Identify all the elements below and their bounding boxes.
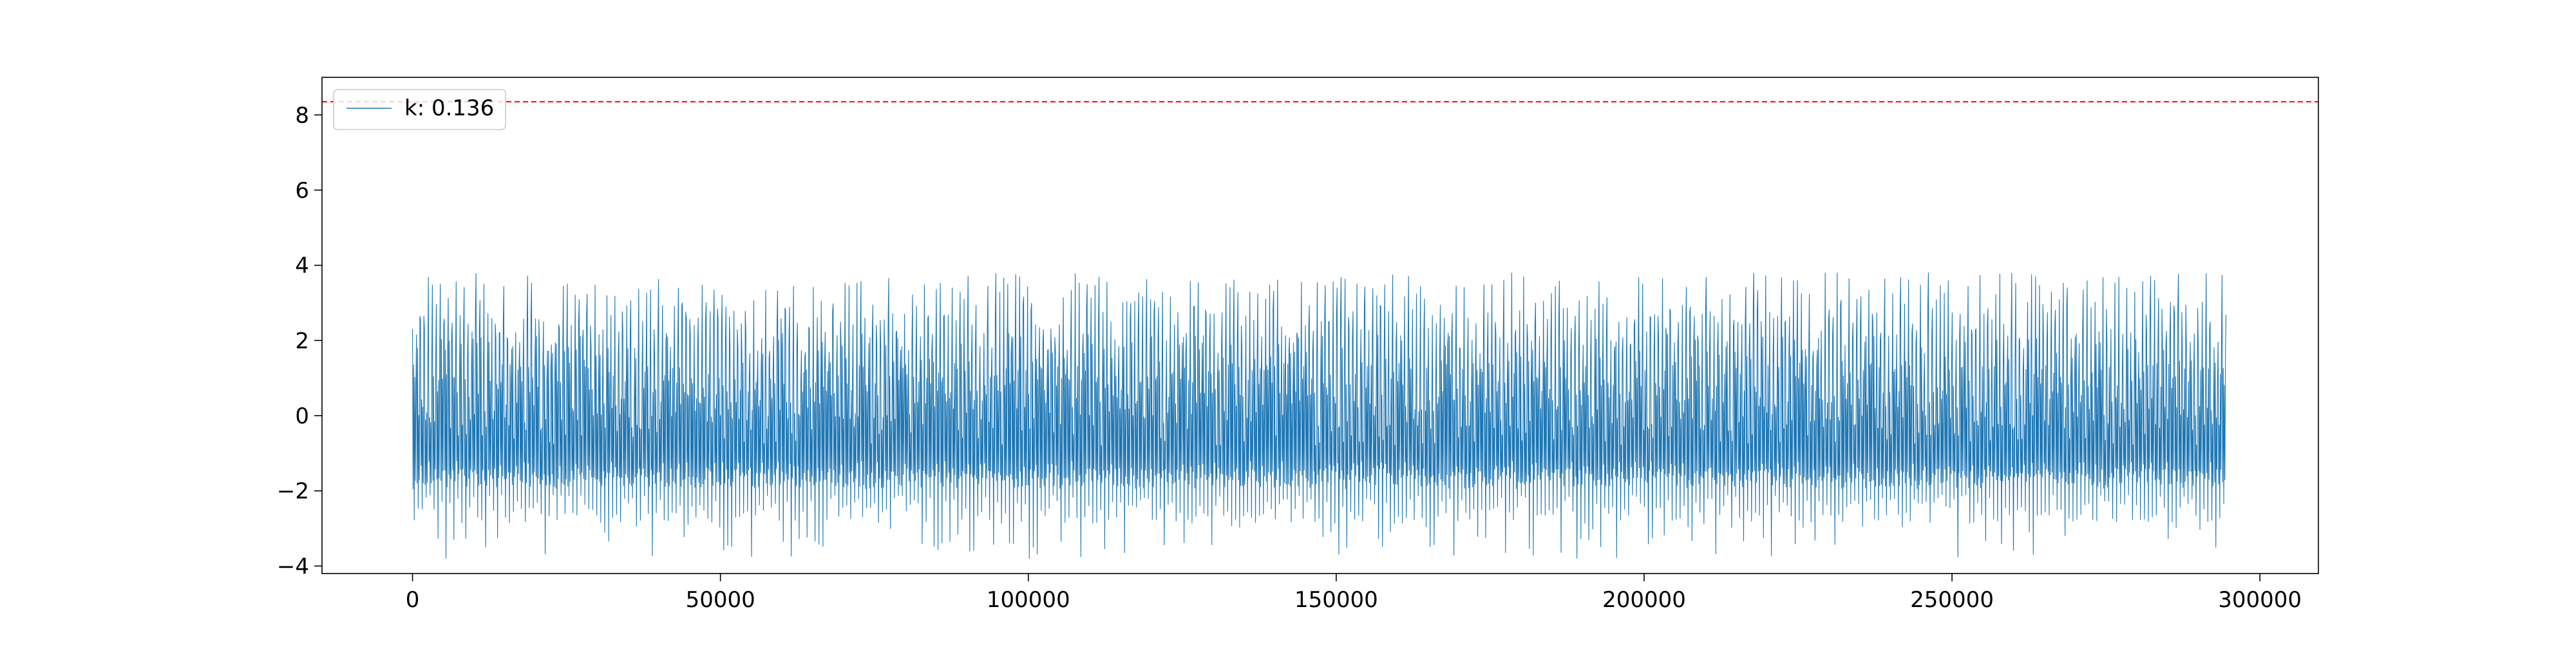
y-axis: −4 −2 0 2 4 6 8 (277, 102, 322, 579)
x-tick-label: 300000 (2218, 587, 2302, 613)
y-tick-label: 2 (295, 328, 309, 354)
legend-label: k: 0.136 (404, 95, 494, 121)
y-tick-label: −2 (277, 479, 309, 505)
x-tick-label: 50000 (686, 587, 755, 613)
y-tick-label: 8 (295, 102, 309, 128)
legend-box (333, 89, 506, 130)
y-tick-label: 6 (295, 178, 309, 204)
y-tick-label: 4 (295, 253, 309, 279)
y-tick-label: 0 (295, 403, 309, 429)
x-tick-label: 250000 (1910, 587, 1994, 613)
x-tick-label: 0 (406, 587, 420, 613)
legend: k: 0.136 (333, 89, 506, 130)
x-tick-label: 100000 (987, 587, 1070, 613)
y-tick-label: −4 (277, 554, 309, 579)
x-tick-label: 150000 (1294, 587, 1378, 613)
signal-layer (412, 272, 2227, 559)
x-tick-label: 200000 (1602, 587, 1686, 613)
signal-line (412, 272, 2227, 559)
x-axis: 0 50000 100000 150000 200000 250000 300000 (406, 574, 2302, 613)
plot-frame (321, 77, 2319, 574)
